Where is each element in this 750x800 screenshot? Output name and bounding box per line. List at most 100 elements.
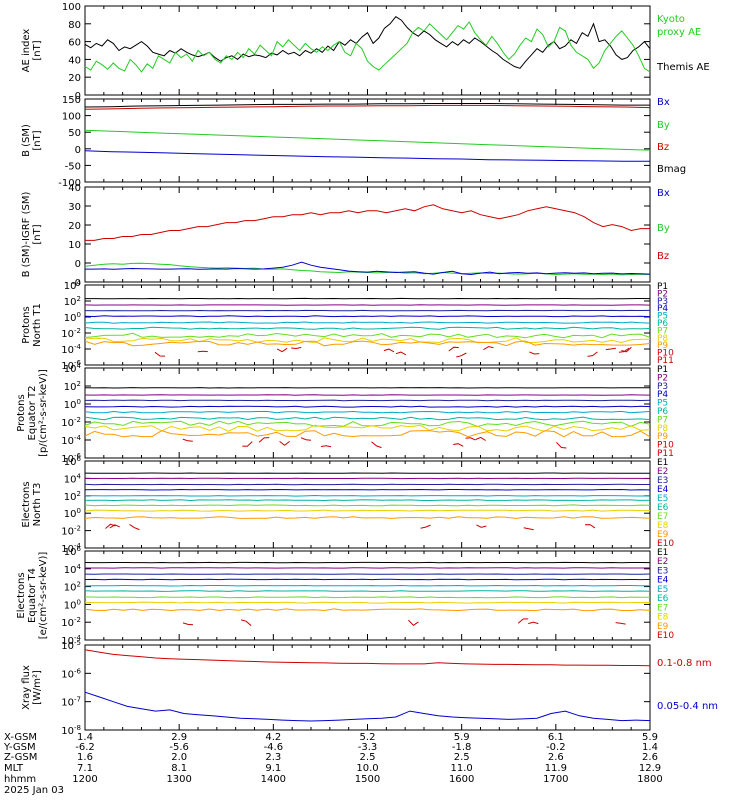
- y-tick-label: 10-6: [61, 359, 81, 372]
- channel-fragment: [453, 443, 464, 447]
- legend-entry: E8: [657, 521, 669, 531]
- y-tick-label: 10-4: [61, 343, 81, 356]
- legend-entry: P2: [657, 289, 668, 299]
- x-axis-value: 2.0: [171, 752, 187, 763]
- channel-line-e4: [84, 488, 651, 491]
- channel-line-p3: [84, 399, 651, 402]
- channel-fragment: [383, 348, 395, 353]
- x-axis-value: 1200: [72, 774, 97, 785]
- y-tick-label: 10-4: [61, 634, 81, 647]
- y-tick-label: 10-8: [61, 724, 81, 737]
- channel-fragment: [556, 441, 567, 449]
- y-axis-label: [W/m²]: [32, 670, 43, 705]
- channel-line-p9: [84, 340, 651, 347]
- x-axis-row-label: 2025 Jan 03: [4, 785, 64, 796]
- y-axis-label: Electrons: [21, 481, 32, 527]
- channel-fragment: [476, 524, 487, 528]
- x-axis-value: 10.0: [356, 763, 378, 774]
- channel-line-e8: [84, 601, 651, 604]
- panel-frame: [84, 460, 651, 549]
- x-axis-value: -1.8: [452, 742, 472, 753]
- x-axis-value: 2.5: [360, 752, 376, 763]
- legend-entry: P11: [657, 356, 674, 366]
- x-axis-value: 11.9: [545, 763, 567, 774]
- x-axis-value: -5.6: [169, 742, 189, 753]
- y-axis-label: B (SM): [21, 124, 32, 157]
- x-axis-value: 12.9: [639, 763, 661, 774]
- y-tick-label: 106: [64, 455, 82, 468]
- channel-fragment: [242, 441, 253, 447]
- legend-entry: P9: [657, 432, 668, 442]
- y-tick-label: 30: [68, 202, 81, 213]
- legend-entry: E6: [657, 594, 669, 604]
- series-line-blue: [85, 261, 651, 276]
- y-tick-label: 104: [64, 563, 82, 576]
- legend-entry: E4: [657, 485, 669, 495]
- legend-entry: By: [657, 223, 670, 234]
- y-tick-label: 0: [75, 145, 81, 156]
- legend-entry: P7: [657, 415, 668, 425]
- channel-fragment: [420, 524, 431, 529]
- x-axis-value: -0.2: [546, 742, 566, 753]
- legend-entry: proxy AE: [657, 27, 701, 38]
- legend-entry: P5: [657, 312, 668, 322]
- y-tick-label: 50: [68, 128, 81, 139]
- y-tick-label: 60: [68, 38, 81, 49]
- channel-line-e9: [84, 608, 651, 612]
- y-tick-label: 10-7: [61, 696, 81, 709]
- channel-fragment: [109, 524, 120, 529]
- panel-frame: [84, 550, 651, 641]
- y-tick-label: 0: [75, 91, 81, 102]
- y-tick-label: -50: [65, 161, 81, 172]
- y-tick-label: 104: [64, 362, 82, 375]
- legend-entry: P1: [657, 365, 668, 375]
- legend-entry: P5: [657, 399, 668, 409]
- series-line-green: [84, 129, 651, 151]
- x-axis-value: 2.9: [171, 732, 187, 743]
- legend-entry: Bmag: [657, 164, 686, 175]
- x-axis-value: 2.6: [642, 752, 658, 763]
- legend-entry: Bz: [657, 251, 669, 262]
- x-axis-value: 1500: [355, 774, 380, 785]
- y-tick-label: 100: [64, 398, 81, 411]
- channel-line-e5: [84, 584, 651, 587]
- y-axis-label: Electrons: [16, 572, 27, 618]
- legend-entry: E2: [657, 557, 668, 567]
- legend-entry: P7: [657, 326, 668, 336]
- panel-frame: [84, 284, 651, 366]
- channel-fragment: [483, 346, 494, 351]
- legend-entry: P8: [657, 424, 668, 434]
- legend: Bx By Bz Bmag: [657, 97, 686, 175]
- channel-fragment: [129, 523, 140, 531]
- legend-entry: E9: [657, 530, 669, 540]
- legend-entry: P4: [657, 390, 668, 400]
- channel-line-p5: [84, 321, 651, 324]
- channel-line-e6: [84, 590, 651, 592]
- legend-entry: E9: [657, 622, 669, 632]
- x-axis-value: 11.0: [451, 763, 473, 774]
- x-axis-row-label: X-GSM: [4, 732, 37, 743]
- channel-fragment: [182, 438, 193, 442]
- y-axis-label: North T1: [32, 303, 43, 347]
- channel-fragment: [258, 437, 270, 443]
- channel-line-e5: [84, 494, 651, 497]
- series-line-green: [84, 21, 651, 73]
- channel-fragment: [154, 351, 166, 357]
- legend-entry: E5: [657, 585, 668, 595]
- legend-entry: P9: [657, 341, 668, 351]
- legend-entry: Bx: [657, 97, 670, 108]
- legend-entry: E3: [657, 476, 668, 486]
- series-line-black: [84, 16, 651, 69]
- legend-entry: E8: [657, 613, 669, 623]
- x-axis-value: -4.6: [264, 742, 284, 753]
- channel-line-p7: [84, 420, 651, 428]
- x-axis-value: 1.4: [642, 742, 658, 753]
- panel-5: 10-6 10-4 10-2 100 102 104 Protons Equator T2 [p…: [16, 362, 674, 465]
- x-axis-value: 5.9: [642, 732, 658, 743]
- y-tick-label: 104: [64, 472, 82, 485]
- legend-entry: E5: [657, 494, 668, 504]
- legend-entry: P8: [657, 334, 668, 344]
